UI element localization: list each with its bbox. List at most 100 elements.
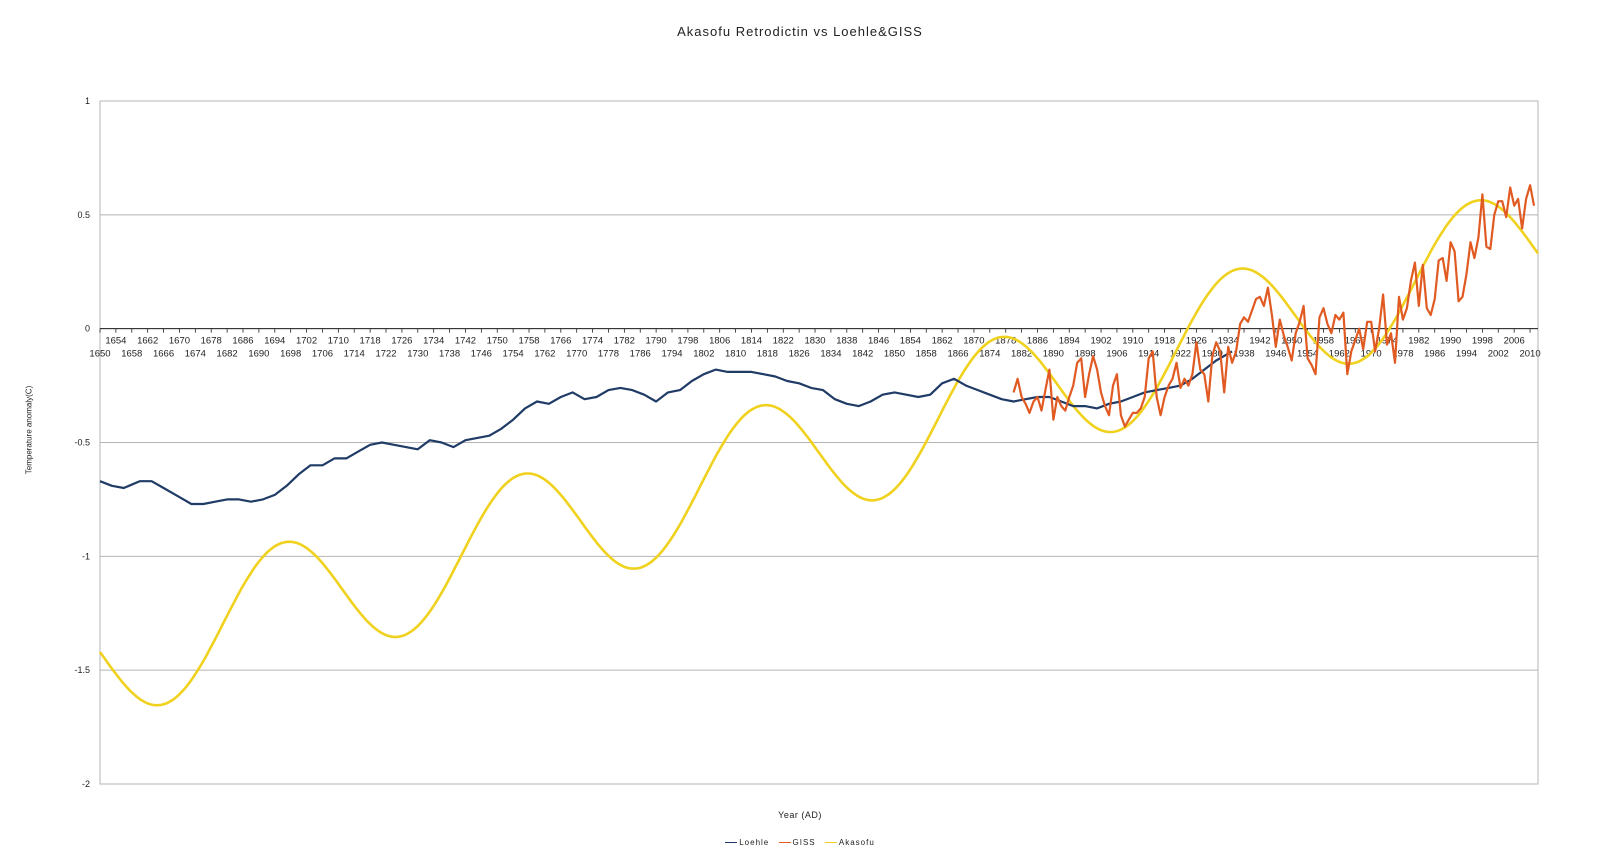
x-tick-label: 1746 [471, 349, 492, 360]
x-tick-label: 1818 [757, 349, 778, 360]
x-tick-label: 1962 [1329, 349, 1350, 360]
x-tick-label: 1834 [820, 349, 841, 360]
legend-item-akasofu: Akasofu [824, 838, 875, 847]
grid-lines [100, 100, 1538, 785]
x-tick-label: 1690 [248, 349, 269, 360]
x-tick-label: 1830 [804, 336, 825, 347]
x-tick-label: 1890 [1043, 349, 1064, 360]
x-tick-label: 1798 [677, 336, 698, 347]
x-tick-label: 1826 [789, 349, 810, 360]
x-tick-label: 1670 [169, 336, 190, 347]
y-tick-label: -0.5 [74, 438, 90, 448]
x-tick-label: 1778 [598, 349, 619, 360]
x-tick-label: 1682 [217, 349, 238, 360]
x-tick-label: 1662 [137, 336, 158, 347]
x-tick-label: 1794 [661, 349, 682, 360]
x-tick-label: 1814 [741, 336, 762, 347]
x-tick-label: 1858 [916, 349, 937, 360]
x-tick-label: 1874 [979, 349, 1000, 360]
legend-item-giss: GISS [778, 838, 816, 847]
x-tick-label: 1694 [264, 336, 285, 347]
x-tick-label: 1786 [630, 349, 651, 360]
x-tick-label: 1822 [773, 336, 794, 347]
x-tick-label: 1806 [709, 336, 730, 347]
x-tick-label: 1750 [487, 336, 508, 347]
x-tick-label: 1718 [360, 336, 381, 347]
x-tick-label: 2010 [1519, 349, 1540, 360]
x-tick-label: 1938 [1233, 349, 1254, 360]
x-tick-label: 1854 [900, 336, 921, 347]
y-tick-label: -1.5 [74, 665, 90, 675]
x-tick-label: 2006 [1504, 336, 1525, 347]
tick-labels: 1 0.5 0 -0.5 -1 -1.5 -2 1654 1662 1670 1678 1686 169… [74, 96, 1540, 789]
legend-label-akasofu: Akasofu [838, 838, 875, 847]
x-tick-label: 1710 [328, 336, 349, 347]
x-tick-label: 1726 [391, 336, 412, 347]
x-tick-label: 1902 [1090, 336, 1111, 347]
legend-item-loehle: Loehle [725, 838, 769, 847]
x-tick-label: 1698 [280, 349, 301, 360]
x-tick-label: 1870 [963, 336, 984, 347]
x-tick-label: 1738 [439, 349, 460, 360]
legend-label-giss: GISS [792, 838, 816, 847]
x-tick-label: 1730 [407, 349, 428, 360]
x-tick-label: 1878 [995, 336, 1016, 347]
x-tick-label: 1882 [1011, 349, 1032, 360]
x-tick-label: 1862 [932, 336, 953, 347]
x-tick-label: 1906 [1106, 349, 1127, 360]
x-tick-label: 1770 [566, 349, 587, 360]
x-axis-label: Year (AD) [778, 810, 822, 820]
x-tick-label: 1986 [1424, 349, 1445, 360]
x-tick-label: 1734 [423, 336, 444, 347]
x-tick-label: 1942 [1249, 336, 1270, 347]
series-line-akasofu [98, 199, 1540, 707]
x-tick-label: 1722 [375, 349, 396, 360]
x-tick-label: 1998 [1472, 336, 1493, 347]
x-tick-label: 1950 [1281, 336, 1302, 347]
legend-swatch-loehle [725, 842, 738, 844]
x-tick-label: 1946 [1265, 349, 1286, 360]
x-tick-label: 1922 [1170, 349, 1191, 360]
legend-label-loehle: Loehle [739, 838, 770, 847]
x-tick-label: 1714 [344, 349, 365, 360]
series-lines [98, 184, 1540, 707]
y-tick-label: 1 [85, 96, 90, 106]
y-tick-label: -2 [82, 779, 90, 789]
x-tick-label: 1654 [105, 336, 126, 347]
x-tick-label: 1678 [201, 336, 222, 347]
series-line-loehle [99, 350, 1233, 506]
x-tick-label: 1838 [836, 336, 857, 347]
chart-title: Akasofu Retrodictin vs Loehle&GISS [677, 24, 923, 39]
x-tick-label: 1754 [503, 349, 524, 360]
legend: Loehle GISS Akasofu [0, 838, 1600, 847]
x-tick-label: 1742 [455, 336, 476, 347]
series-line-giss [1012, 184, 1536, 428]
x-tick-label: 1686 [232, 336, 253, 347]
x-tick-label: 1666 [153, 349, 174, 360]
x-tick-label: 1810 [725, 349, 746, 360]
x-tick-label: 1846 [868, 336, 889, 347]
y-tick-label: -1 [82, 551, 90, 561]
x-tick-label: 1758 [518, 336, 539, 347]
legend-swatch-giss [778, 842, 791, 844]
x-tick-label: 1790 [646, 336, 667, 347]
x-tick-label: 1978 [1392, 349, 1413, 360]
x-tick-label: 1650 [89, 349, 110, 360]
x-tick-label: 1894 [1059, 336, 1080, 347]
x-tick-label: 2002 [1488, 349, 1509, 360]
x-tick-label: 1702 [296, 336, 317, 347]
x-tick-label: 1674 [185, 349, 206, 360]
x-tick-label: 1994 [1456, 349, 1477, 360]
x-tick-label: 1842 [852, 349, 873, 360]
x-tick-label: 1898 [1075, 349, 1096, 360]
x-tick-label: 1910 [1122, 336, 1143, 347]
x-tick-label: 1990 [1440, 336, 1461, 347]
x-tick-label: 1926 [1186, 336, 1207, 347]
legend-swatch-akasofu [824, 842, 837, 844]
x-tick-label: 1866 [947, 349, 968, 360]
x-tick-label: 1774 [582, 336, 603, 347]
x-tick-label: 1782 [614, 336, 635, 347]
x-tick-label: 1706 [312, 349, 333, 360]
x-tick-label: 1958 [1313, 336, 1334, 347]
